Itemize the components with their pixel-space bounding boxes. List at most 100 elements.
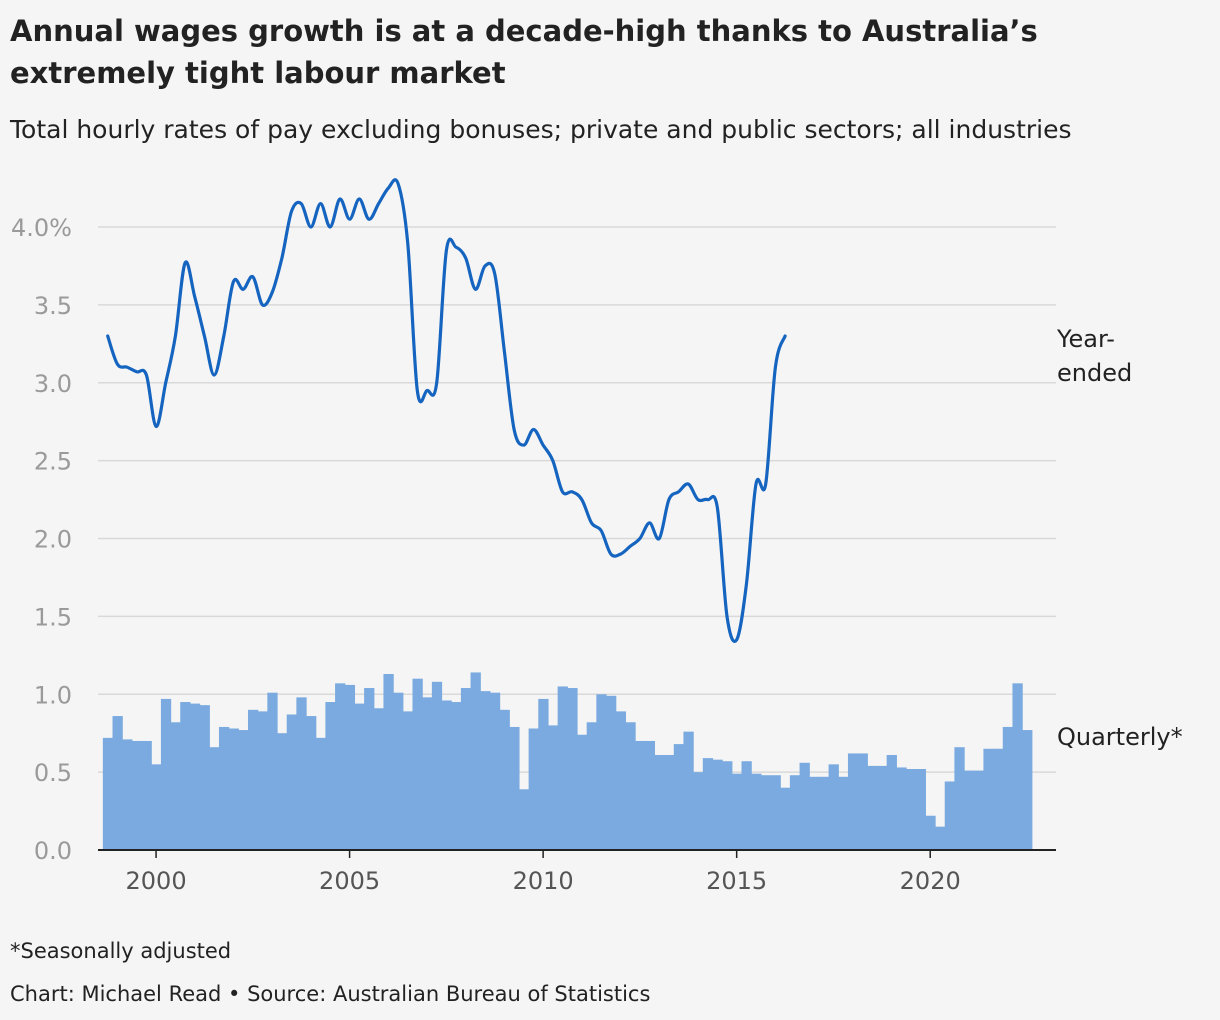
y-tick-label: 1.5: [34, 603, 72, 631]
quarterly-bar: [702, 758, 714, 850]
quarterly-bar: [722, 761, 733, 850]
quarterly-bar: [644, 740, 656, 850]
quarterly-bar: [770, 775, 781, 850]
y-tick-label: 2.0: [34, 526, 72, 554]
quarterly-bar: [151, 764, 162, 850]
quarterly-bar: [422, 697, 433, 850]
quarterly-bar: [247, 709, 259, 850]
quarterly-bar: [751, 773, 762, 850]
footnote: *Seasonally adjusted: [10, 939, 232, 963]
axes: 4.0% 3.5 3.0 2.5 2.0 1.5 1.0 0.5 0.0 2000 2005 2010…: [11, 214, 1056, 895]
quarterly-bar: [441, 700, 452, 850]
wages-growth-chart: 4.0% 3.5 3.0 2.5 2.0 1.5 1.0 0.5 0.0 2000 2005 2010…: [11, 178, 1183, 895]
quarterly-bar: [412, 678, 423, 850]
quarterly-bar: [547, 725, 559, 850]
quarterly-bar: [577, 734, 588, 850]
quarterly-bar: [180, 702, 191, 850]
quarterly-bar: [1002, 726, 1014, 850]
quarterly-bar: [983, 748, 994, 850]
quarterly-bar: [122, 739, 133, 850]
quarterly-bar: [857, 753, 868, 850]
quarterly-bar: [886, 754, 897, 850]
quarterly-bar: [935, 826, 946, 850]
quarterly-bar: [635, 740, 646, 850]
y-tick-label: 0.5: [34, 759, 72, 787]
y-tick-label: 3.0: [34, 370, 72, 398]
quarterly-bar: [509, 726, 520, 850]
quarterly-bar: [528, 728, 539, 850]
y-tick-label: 3.5: [34, 292, 72, 320]
quarterly-bar: [538, 698, 549, 850]
quarterly-bar: [993, 748, 1004, 850]
quarterly-bar: [673, 744, 685, 850]
quarterly-bar: [470, 672, 481, 850]
quarterly-bar: [228, 728, 239, 850]
quarterly-bar: [876, 765, 888, 850]
quarterly-bar: [664, 754, 675, 850]
quarterly-bar: [693, 772, 704, 850]
quarterly-bar: [296, 697, 307, 850]
quarterly-bar: [818, 776, 830, 850]
quarterly-bar: [141, 740, 152, 850]
quarterly-bar: [189, 703, 201, 850]
quarterly-bar: [1022, 730, 1033, 850]
x-tick-label: 2015: [706, 867, 767, 895]
series-label-quarterly: Quarterly*: [1057, 723, 1183, 751]
quarterly-bar: [847, 753, 859, 850]
quarterly-bar: [373, 708, 385, 850]
quarterly-bar: [431, 681, 443, 850]
quarterly-bar: [451, 702, 462, 850]
quarterly-bar: [915, 769, 926, 850]
source-credit: Chart: Michael Read • Source: Australian…: [10, 982, 651, 1006]
quarterly-bar: [267, 692, 278, 850]
quarterly-bar: [102, 737, 114, 850]
quarterly-bar: [489, 692, 501, 850]
x-tick-label: 2020: [900, 867, 961, 895]
quarterly-bar: [954, 747, 965, 850]
quarterly-bar: [809, 776, 820, 850]
quarterly-bar: [799, 762, 810, 850]
quarterly-bar: [780, 787, 791, 850]
quarterly-bar: [393, 692, 404, 850]
y-tick-label: 0.0: [34, 837, 72, 865]
quarterly-bar: [741, 761, 752, 850]
quarterly-bar: [1012, 683, 1023, 850]
quarterly-bar: [654, 754, 665, 850]
quarterly-bar: [596, 694, 607, 850]
quarterly-bar: [964, 770, 975, 850]
quarterly-bar: [131, 740, 143, 850]
quarterly-bar: [460, 688, 472, 850]
quarterly-bar: [683, 731, 694, 850]
year-ended-line-layer: [106, 178, 787, 643]
quarterly-bar: [944, 781, 955, 850]
chart-title: Annual wages growth is at a decade-high …: [10, 14, 1038, 90]
quarterly-bar: [925, 815, 936, 850]
quarterly-bar: [286, 714, 297, 850]
quarterly-bar: [906, 769, 917, 850]
quarterly-bar: [335, 683, 346, 850]
quarterly-bar: [325, 702, 336, 850]
quarterly-bar: [499, 709, 510, 850]
quarterly-bar: [218, 726, 230, 850]
quarterly-bar: [973, 770, 985, 850]
quarterly-bar: [518, 789, 530, 850]
series-label-year-ended: Year-ended: [1056, 325, 1132, 387]
quarterly-bar: [760, 775, 772, 850]
y-tick-label: 2.5: [34, 448, 72, 476]
quarterly-bar: [867, 765, 878, 850]
quarterly-bar: [606, 695, 617, 850]
quarterly-bar: [112, 716, 123, 850]
quarterly-bar: [257, 711, 268, 850]
series-labels: Year-ended Quarterly*: [1056, 325, 1183, 751]
quarterly-bar: [209, 747, 220, 850]
quarterly-bar: [402, 711, 414, 850]
quarterly-bar: [828, 764, 839, 850]
y-tick-label: 1.0: [34, 681, 72, 709]
year-ended-line: [106, 178, 787, 643]
quarterly-bar: [567, 688, 578, 850]
x-tick-label: 2010: [513, 867, 574, 895]
quarterly-bar: [557, 686, 568, 850]
quarterly-bar: [315, 737, 327, 850]
quarterly-bar: [170, 722, 181, 850]
x-tick-label: 2000: [126, 867, 187, 895]
